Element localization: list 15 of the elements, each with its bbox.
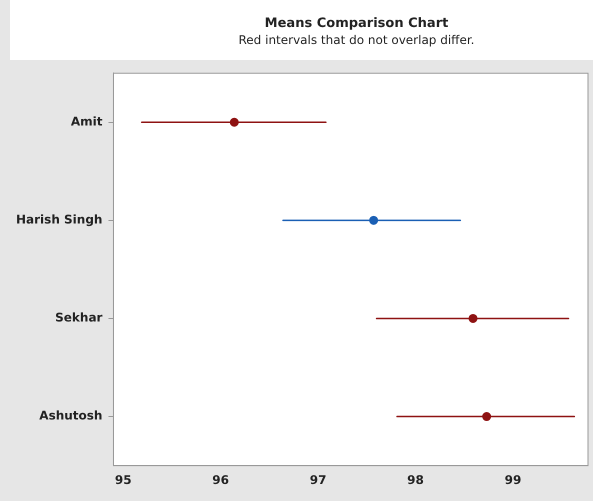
point	[468, 314, 478, 323]
x-tick-label: 98	[407, 472, 424, 487]
point	[230, 118, 239, 127]
chart-subtitle: Red intervals that do not overlap differ.	[238, 33, 476, 47]
y-tick-label: Amit	[70, 114, 103, 128]
y-tick-label: Ashutosh	[39, 408, 102, 423]
point	[369, 216, 378, 225]
x-tick-label: 97	[310, 472, 326, 487]
x-tick-label: 95	[114, 472, 132, 487]
chart-title: Means Comparison Chart	[264, 16, 450, 31]
y-tick-label: Harish Singh	[16, 212, 102, 226]
y-tick-label: Sekhar	[55, 310, 103, 325]
x-tick-label: 99	[504, 472, 522, 487]
x-tick-label: 96	[212, 472, 229, 487]
point	[482, 412, 492, 422]
